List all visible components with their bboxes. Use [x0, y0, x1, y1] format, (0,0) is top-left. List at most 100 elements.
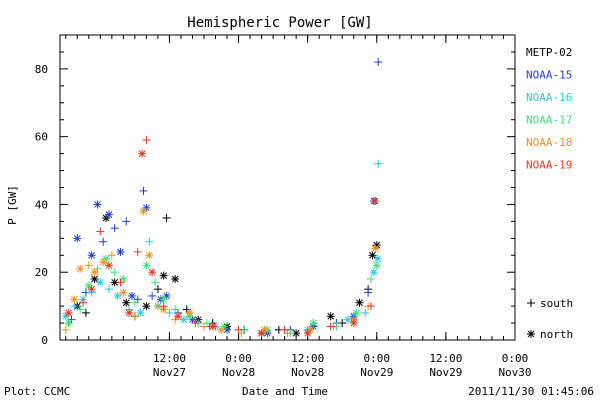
y-tick-label: 20	[35, 266, 48, 279]
x-tick-label-date: Nov27	[153, 366, 186, 379]
y-tick-label: 60	[35, 131, 48, 144]
point-noaa-18-south	[61, 325, 70, 334]
point-noaa-17-south	[130, 298, 139, 307]
point-noaa-15-north	[116, 247, 125, 256]
point-noaa-17-south	[110, 268, 119, 277]
point-noaa-18-north	[76, 264, 85, 273]
point-noaa-18-south	[84, 261, 93, 270]
point-metp-02-north	[122, 298, 131, 307]
x-tick-label-date: Nov28	[291, 366, 324, 379]
point-noaa-16-south	[70, 302, 79, 311]
point-noaa-16-south	[145, 237, 154, 246]
point-noaa-18-north	[217, 325, 226, 334]
x-tick-label-time: 0:00	[502, 352, 529, 365]
data-points	[61, 58, 383, 338]
point-noaa-18-north	[139, 207, 148, 216]
point-noaa-19-south	[159, 302, 168, 311]
legend-marker-north	[527, 330, 535, 338]
point-noaa-19-south	[234, 325, 243, 334]
point-noaa-19-south	[79, 298, 88, 307]
point-noaa-17-north	[352, 308, 361, 317]
point-noaa-15-south	[374, 58, 383, 67]
point-noaa-16-north	[136, 308, 145, 317]
point-noaa-16-north	[373, 254, 382, 263]
point-noaa-18-north	[90, 268, 99, 277]
point-noaa-15-south	[148, 291, 157, 300]
point-noaa-15-north	[104, 210, 113, 219]
point-noaa-19-north	[64, 308, 73, 317]
point-noaa-16-south	[165, 308, 174, 317]
point-metp-02-north	[90, 275, 99, 283]
point-metp-02-south	[81, 308, 90, 317]
x-tick-label-time: 12:00	[291, 352, 324, 365]
point-noaa-18-north	[185, 308, 194, 317]
x-axis-label: Date and Time	[242, 385, 328, 398]
point-noaa-19-north	[87, 285, 96, 294]
point-noaa-15-south	[364, 288, 373, 297]
point-noaa-15-north	[87, 251, 96, 260]
point-metp-02-north	[171, 275, 180, 283]
point-noaa-18-south	[199, 322, 208, 331]
legend-marker-south	[527, 299, 535, 307]
point-noaa-19-north	[138, 149, 147, 158]
point-noaa-19-south	[280, 325, 289, 334]
point-noaa-17-south	[151, 278, 160, 287]
point-noaa-19-south	[133, 247, 142, 256]
point-noaa-15-south	[139, 186, 148, 195]
point-metp-02-south	[153, 285, 162, 294]
x-tick-label-time: 12:00	[429, 352, 462, 365]
plot-frame	[59, 34, 516, 341]
point-noaa-19-north	[104, 261, 113, 270]
point-metp-02-north	[326, 312, 335, 321]
point-noaa-15-south	[99, 237, 108, 246]
legend-item-noaa-18: NOAA-18	[526, 136, 572, 149]
point-noaa-19-north	[208, 322, 217, 331]
point-metp-02-south	[162, 214, 171, 222]
x-tick-label-date: Nov30	[498, 366, 531, 379]
point-noaa-18-south	[130, 312, 139, 321]
point-noaa-19-north	[303, 329, 312, 338]
point-noaa-17-south	[76, 305, 85, 314]
point-noaa-18-north	[371, 244, 380, 253]
point-noaa-17-north	[309, 319, 318, 328]
point-metp-02-north	[142, 302, 151, 311]
legend-item-noaa-16: NOAA-16	[526, 91, 572, 104]
point-noaa-17-south	[171, 305, 180, 314]
legend: METP-02 NOAA-15 NOAA-16 NOAA-17 NOAA-18 NOAA-…	[526, 46, 573, 341]
point-noaa-18-north	[70, 295, 79, 304]
point-metp-02-north	[368, 251, 377, 260]
chart-title: Hemispheric Power [GW]	[187, 15, 372, 31]
legend-label-north: north	[540, 328, 573, 341]
point-noaa-16-north	[113, 291, 122, 300]
point-noaa-15-north	[73, 234, 82, 243]
point-noaa-19-south	[326, 322, 335, 331]
x-tick-label-time: 0:00	[225, 352, 252, 365]
point-noaa-17-north	[159, 295, 168, 304]
point-noaa-17-south	[367, 275, 376, 283]
x-tick-label-date: Nov28	[222, 366, 255, 379]
point-noaa-15-south	[110, 224, 119, 233]
point-noaa-19-south	[96, 227, 105, 236]
point-noaa-19-north	[371, 197, 380, 206]
point-noaa-15-north	[127, 291, 136, 300]
axes: 02040608012:00Nov270:00Nov2812:00Nov280:…	[35, 34, 532, 379]
y-tick-label: 0	[41, 334, 48, 347]
point-noaa-19-north	[349, 319, 358, 328]
footer-plot-credit: Plot: CCMC	[4, 385, 70, 398]
point-noaa-18-north	[99, 258, 108, 267]
point-noaa-19-south	[116, 278, 125, 287]
point-noaa-16-north	[369, 268, 378, 277]
point-noaa-19-south	[367, 302, 376, 311]
point-metp-02-north	[372, 241, 381, 250]
point-noaa-16-south	[361, 308, 370, 317]
footer-timestamp: 2011/11/30 01:45:06	[468, 385, 594, 398]
point-noaa-17-north	[142, 261, 151, 270]
legend-label-south: south	[540, 297, 573, 310]
point-noaa-16-north	[96, 278, 105, 287]
point-noaa-19-south	[142, 136, 151, 145]
point-noaa-19-north	[174, 312, 183, 321]
point-noaa-16-north	[179, 315, 188, 324]
point-metp-02-north	[355, 298, 364, 307]
point-noaa-18-north	[119, 288, 128, 297]
